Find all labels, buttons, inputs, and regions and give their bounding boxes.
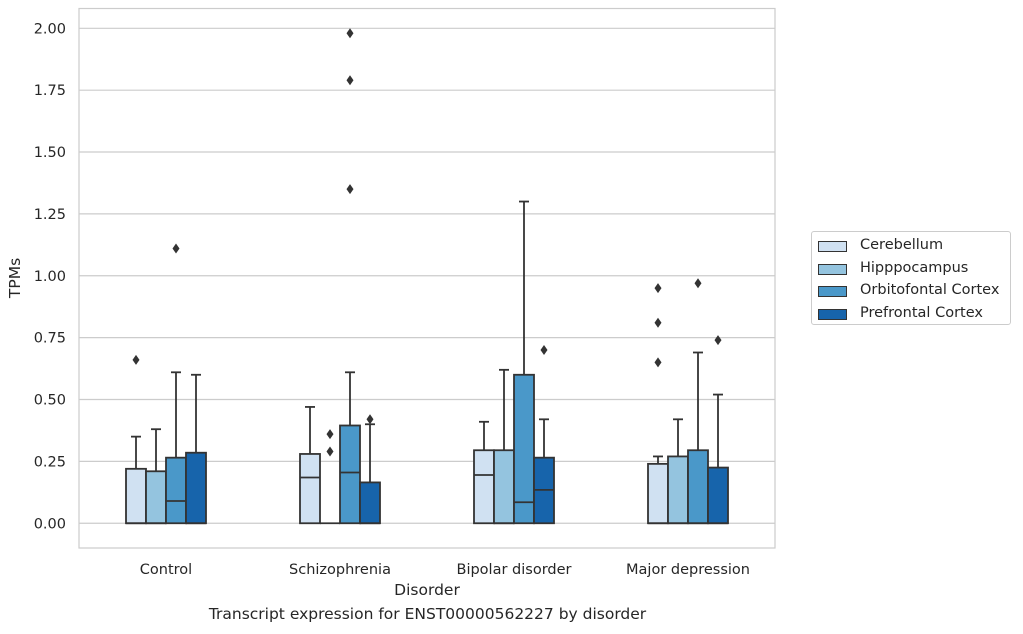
box [667, 455, 689, 525]
box-plot [320, 429, 340, 525]
y-tick-labels: 0.00 0.25 0.50 0.75 1.00 1.25 1.50 1.75 2.00 [34, 21, 66, 532]
legend-label: Orbitofontal Cortex [860, 282, 1000, 298]
outlier-point [654, 283, 662, 294]
box [513, 373, 535, 525]
box [359, 481, 381, 525]
legend-label: Prefrontal Cortex [860, 304, 983, 321]
legend: Cerebellum Hipppocampus Orbitofontal Cor… [811, 231, 1011, 325]
outlier-point [714, 335, 722, 346]
x-tick-labels: Control Schizophrenia Bipolar disorder Majo… [140, 562, 750, 578]
box-plot [339, 28, 361, 525]
box-plot [667, 418, 689, 525]
outlier-point [346, 184, 354, 195]
y-tick-label: 2.00 [34, 21, 66, 37]
box-plot [145, 428, 167, 525]
box [647, 462, 669, 525]
outlier-point [346, 28, 354, 39]
y-tick-label: 1.00 [34, 269, 66, 285]
legend-swatch [818, 308, 847, 320]
box-plot [687, 278, 709, 525]
x-tick-label: Major depression [626, 562, 750, 578]
y-tick-label: 0.75 [34, 331, 66, 347]
box [145, 470, 167, 525]
outlier-point [540, 345, 548, 356]
x-tick-label: Schizophrenia [289, 562, 391, 578]
box-plot [513, 200, 535, 525]
gridlines [79, 27, 775, 524]
legend-swatch [818, 286, 847, 297]
legend-item-orbitofrontal-cortex: Orbitofontal Cortex [812, 281, 1010, 304]
box [493, 449, 515, 525]
legend-label: Hipppocampus [860, 259, 969, 276]
box-plot [647, 283, 669, 525]
x-axis-label: Disorder [394, 581, 460, 599]
box [165, 456, 187, 525]
y-tick-label: 1.25 [34, 207, 66, 223]
outlier-point [654, 317, 662, 328]
legend-swatch [818, 263, 847, 275]
legend-label: Cerebellum [860, 237, 944, 253]
y-axis-label: TPMs [6, 258, 24, 299]
outlier-point [654, 357, 662, 368]
y-tick-label: 1.50 [34, 145, 66, 161]
y-tick-label: 0.25 [34, 454, 66, 470]
x-tick-label: Bipolar disorder [457, 562, 572, 578]
box-plots [125, 28, 729, 525]
outlier-point [366, 414, 374, 425]
box [339, 424, 361, 525]
y-tick-label: 1.75 [34, 83, 66, 99]
box-plot [185, 373, 207, 525]
box-plot [165, 243, 187, 525]
legend-swatch [818, 241, 847, 252]
outlier-point [326, 429, 334, 440]
outlier-point [172, 243, 180, 254]
box [299, 453, 321, 525]
legend-item-prefrontal-cortex: Prefrontal Cortex [812, 304, 1010, 327]
legend-item-hippocampus: Hipppocampus [812, 259, 1010, 282]
box-plot [707, 335, 729, 525]
box-plot [299, 406, 321, 525]
box [125, 467, 147, 525]
y-tick-label: 0.50 [34, 393, 66, 409]
legend-item-cerebellum: Cerebellum [812, 236, 1010, 259]
box-plot [125, 354, 147, 525]
box-plot [533, 345, 555, 525]
x-tick-label: Control [140, 562, 192, 578]
figure-caption: Transcript expression for ENST0000056222… [208, 605, 647, 623]
plot-area-frame [78, 7, 776, 549]
box [707, 466, 729, 525]
y-tick-label: 0.00 [34, 516, 66, 532]
outlier-point [694, 278, 702, 289]
box-plot [473, 420, 495, 525]
outlier-point [346, 75, 354, 86]
box [473, 449, 495, 525]
box-plot [493, 368, 515, 525]
box [687, 449, 709, 525]
outlier-point [326, 446, 334, 457]
box [185, 451, 207, 525]
outlier-point [132, 354, 140, 365]
box-plot [359, 414, 381, 525]
